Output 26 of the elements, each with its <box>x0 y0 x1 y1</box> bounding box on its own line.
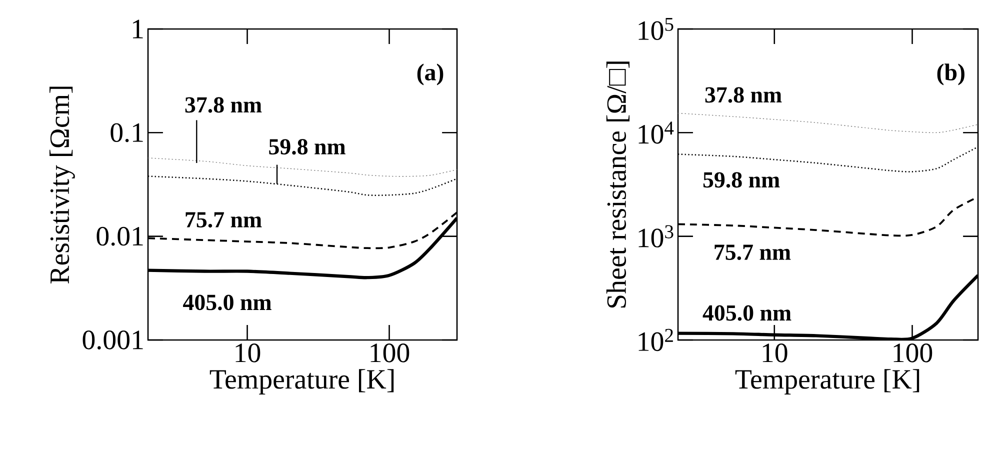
x-tick-label: 100 <box>370 344 410 362</box>
series-label: 405.0 nm <box>702 305 792 321</box>
y-axis-title: Sheet resistance [Ω/□] <box>606 62 630 308</box>
series-label: 59.8 nm <box>269 139 346 155</box>
y-tick-label: 1 <box>132 20 143 38</box>
annotation: (a) <box>417 64 444 86</box>
x-tick-label: 100 <box>894 344 932 362</box>
series-label: 59.8 nm <box>703 172 780 188</box>
x-axis-title: Temperature [K] <box>210 369 394 394</box>
series-label: 75.7 nm <box>186 212 262 228</box>
series-label: 37.8 nm <box>705 87 782 103</box>
text: 37.8 nm <box>185 97 262 113</box>
annotation: (b) <box>937 64 964 86</box>
series-label: 75.7 nm <box>714 244 791 260</box>
x-axis-title: Temperature [K] <box>735 369 920 394</box>
y-tick-label: 10$^{2}$ <box>638 328 673 352</box>
series-label: 405.0 nm <box>183 294 272 310</box>
y-tick-label: 10$^{4}$ <box>638 122 674 144</box>
y-tick-label: 0.1 <box>110 123 143 142</box>
x-tick-label: 10 <box>236 344 260 362</box>
y-tick-label: 0.01 <box>96 226 143 246</box>
y-tick-label: 0.001 <box>82 330 143 350</box>
x-tick-label: 10 <box>762 344 788 362</box>
y-tick-label: 10$^{5}$ <box>638 18 674 40</box>
y-axis-title: Resistivity [Ωcm] <box>50 86 75 284</box>
y-tick-label: 10$^{3}$ <box>638 225 674 248</box>
